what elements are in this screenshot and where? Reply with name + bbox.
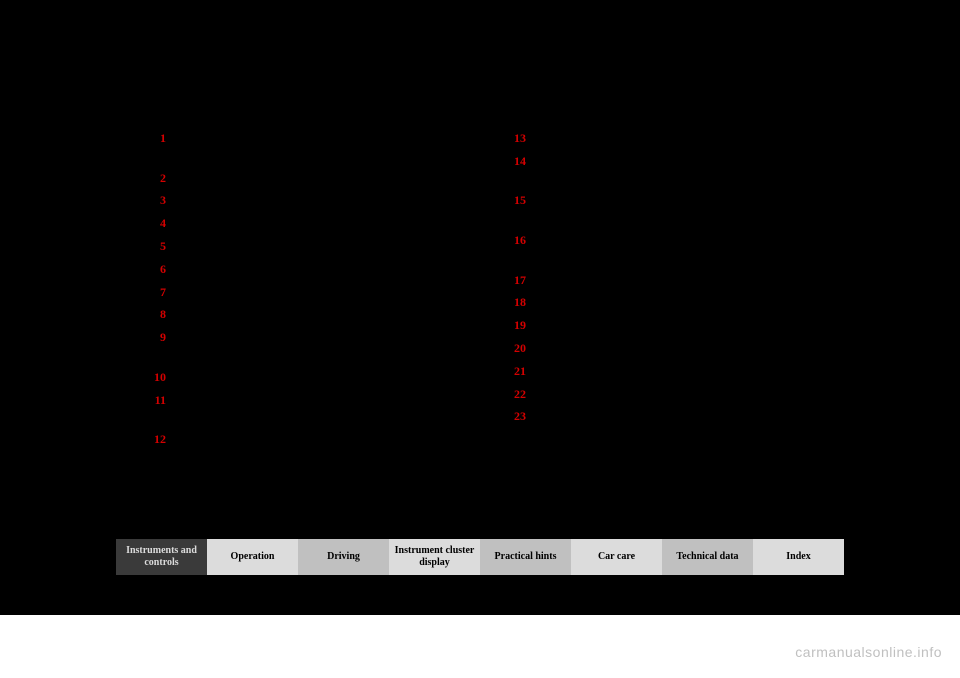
tabs-bar: Instruments and controlsOperationDriving…: [116, 539, 844, 575]
item-description: Seat adjustment switch, front left seat,…: [536, 317, 810, 334]
list-item: 20Memory switches, see page 99: [510, 340, 810, 357]
item-description: Trunk lid release switch, see page 38: [536, 272, 810, 289]
item-description: Instrument cluster, see page 102: [176, 306, 450, 323]
item-number: 20: [510, 340, 536, 357]
item-description: Combination switch, see page 144: [176, 170, 450, 187]
item-number: 23: [510, 408, 536, 425]
list-item: 21Head restraints release switch, see pa…: [510, 363, 810, 380]
nav-tab[interactable]: Operation: [207, 539, 298, 575]
item-number: 14: [510, 153, 536, 170]
list-item: 10Starter switch, see page 238: [150, 369, 450, 386]
list-item: 23Headlamp washer switch, see page 147: [510, 408, 810, 425]
page-container: 21 Instruments and controls 1Cruise cont…: [0, 0, 960, 615]
right-column: 13Glove box, see page 19614Automatic cli…: [510, 130, 810, 454]
item-number: 2: [150, 170, 176, 187]
item-number: 7: [150, 284, 176, 301]
page-number: 21: [150, 58, 162, 73]
breadcrumb: Instruments and controls: [150, 511, 290, 527]
watermark: carmanualsonline.info: [795, 644, 942, 660]
list-item: 12Glove box lid release, glove box lock,…: [150, 431, 450, 448]
item-description: Glove box, see page 196: [536, 130, 810, 147]
nav-tab[interactable]: Driving: [298, 539, 389, 575]
nav-tab[interactable]: Index: [753, 539, 844, 575]
list-item: 13Glove box, see page 196: [510, 130, 810, 147]
list-item: 18Mirror adjustment switch, see page 97: [510, 294, 810, 311]
item-number: 22: [510, 386, 536, 403]
item-number: 18: [510, 294, 536, 311]
item-number: 3: [150, 192, 176, 209]
nav-tab[interactable]: Practical hints: [480, 539, 571, 575]
list-item: 3Parking brake release, see page 247: [150, 192, 450, 209]
item-number: 13: [510, 130, 536, 147]
item-description: Left front seat heater switch, see page …: [536, 232, 810, 266]
item-description: Steering wheel adjustment lever, see pag…: [176, 284, 450, 301]
list-item: 1Cruise control switch, see page 266 and…: [150, 130, 450, 164]
item-description: Exterior lamp switch, see page 140: [536, 386, 810, 403]
list-item: 2Combination switch, see page 144: [150, 170, 450, 187]
list-item: 6Hood lock release, see page 320: [150, 261, 450, 278]
item-description: Voice recognition system switch, see sep…: [176, 329, 450, 363]
item-number: 5: [150, 238, 176, 255]
list-item: 9Voice recognition system switch, see se…: [150, 329, 450, 363]
nav-tab[interactable]: Instrument cluster display: [389, 539, 480, 575]
list-item: 17Trunk lid release switch, see page 38: [510, 272, 810, 289]
list-item: 22Exterior lamp switch, see page 140: [510, 386, 810, 403]
item-description: Automatic climate control, see page 159,…: [536, 153, 810, 187]
list-item: 11Center console switches, see page 159,…: [150, 392, 450, 426]
list-item: 14Automatic climate control, see page 15…: [510, 153, 810, 187]
item-number: 19: [510, 317, 536, 334]
nav-tab[interactable]: Instruments and controls: [116, 539, 207, 575]
item-description: On-board diagnostics (OBD) socket: [176, 238, 450, 255]
item-description: Parking brake release, see page 247: [176, 192, 450, 209]
item-number: 8: [150, 306, 176, 323]
item-description: Mirror adjustment switch, see page 97: [536, 294, 810, 311]
content-area: Instruments and controls 1Cruise control…: [0, 0, 960, 454]
list-item: 15Audio system, see page 172, or COMAND,…: [510, 192, 810, 226]
item-number: 1: [150, 130, 176, 147]
item-description: Hood lock release, see page 320: [176, 261, 450, 278]
list-item: 5On-board diagnostics (OBD) socket: [150, 238, 450, 255]
list-item: 16Left front seat heater switch, see pag…: [510, 232, 810, 266]
list-item: 7Steering wheel adjustment lever, see pa…: [150, 284, 450, 301]
item-number: 12: [150, 431, 176, 448]
item-number: 17: [510, 272, 536, 289]
section-title: Instruments and controls: [150, 90, 810, 106]
item-number: 9: [150, 329, 176, 346]
nav-tab[interactable]: Technical data: [662, 539, 753, 575]
left-column: 1Cruise control switch, see page 266 and…: [150, 130, 450, 454]
item-description: Memory switches, see page 99: [536, 340, 810, 357]
item-description: Glove box lid release, glove box lock, s…: [176, 431, 450, 448]
item-description: Center console switches, see page 159, 1…: [176, 392, 450, 426]
item-number: 15: [510, 192, 536, 209]
item-description: Parking brake pedal, see page 247: [176, 215, 450, 232]
list-item: 8Instrument cluster, see page 102: [150, 306, 450, 323]
item-description: Audio system, see page 172, or COMAND, s…: [536, 192, 810, 226]
list-item: 19Seat adjustment switch, front left sea…: [510, 317, 810, 334]
item-description: Cruise control switch, see page 266 and …: [176, 130, 450, 164]
nav-tab[interactable]: Car care: [571, 539, 662, 575]
item-number: 21: [510, 363, 536, 380]
item-number: 10: [150, 369, 176, 386]
item-number: 6: [150, 261, 176, 278]
item-number: 4: [150, 215, 176, 232]
item-description: Headlamp washer switch, see page 147: [536, 408, 810, 425]
list-item: 4Parking brake pedal, see page 247: [150, 215, 450, 232]
columns-container: 1Cruise control switch, see page 266 and…: [150, 130, 810, 454]
item-number: 11: [150, 392, 176, 409]
item-description: Starter switch, see page 238: [176, 369, 450, 386]
item-description: Head restraints release switch, see page…: [536, 363, 810, 380]
item-number: 16: [510, 232, 536, 249]
